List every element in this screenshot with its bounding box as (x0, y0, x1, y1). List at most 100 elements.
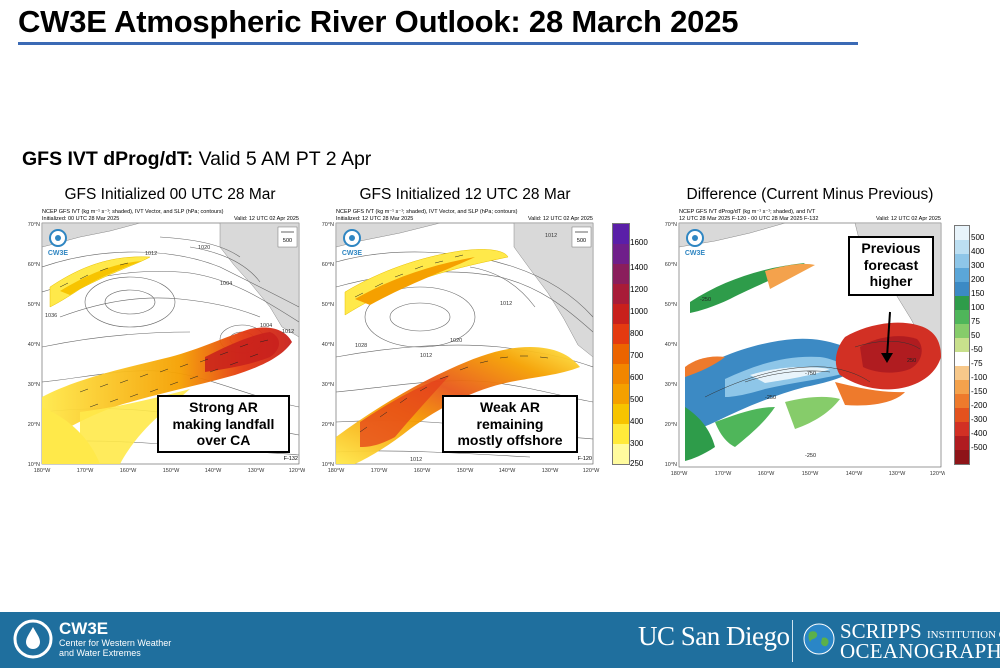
lat-label: 20°N (322, 422, 334, 428)
scripps-text: SCRIPPS (840, 619, 922, 643)
callout-line: Weak AR (480, 399, 540, 415)
lon-label: 120°W (289, 468, 305, 474)
panel-1-init: Initialized: 00 UTC 28 Mar 2025 (42, 216, 119, 222)
diff-colorbar (954, 225, 970, 465)
callout-line: forecast (863, 256, 919, 273)
slp-label: 1012 (410, 457, 422, 463)
lon-label: 130°W (248, 468, 265, 474)
colorbar-swatch (955, 436, 969, 450)
callout-line: higher (869, 273, 913, 289)
lon-label: 150°W (163, 468, 180, 474)
footer-scripps-line1: SCRIPPS INSTITUTION OF (840, 619, 1000, 644)
colorbar-swatch (955, 254, 969, 268)
lon-label: 170°W (77, 468, 94, 474)
lat-label: 10°N (28, 462, 40, 468)
colorbar-label: 150 (971, 289, 985, 298)
vector-reference: 500 (283, 238, 292, 244)
logo-text: CW3E (685, 250, 706, 257)
cw3e-logo-icon: CW3E (342, 229, 362, 257)
colorbar-swatch (955, 408, 969, 422)
colorbar-swatch (955, 226, 969, 240)
lon-label: 170°W (371, 468, 388, 474)
callout-strong-ar: Strong AR making landfall over CA (157, 395, 290, 453)
lon-label: 140°W (499, 468, 516, 474)
lat-label: 60°N (28, 262, 40, 268)
colorbar-label: -50 (971, 345, 983, 354)
ivt-colorbar (612, 223, 630, 465)
colorbar-swatch (955, 380, 969, 394)
colorbar-swatch (955, 338, 969, 352)
colorbar-label: -100 (971, 373, 988, 382)
lon-label: 160°W (120, 468, 137, 474)
callout-weak-ar: Weak AR remaining mostly offshore (442, 395, 578, 453)
colorbar-label: 300 (630, 439, 644, 448)
slp-label: 1012 (545, 233, 557, 239)
subtitle-bold: GFS IVT dProg/dT: (22, 148, 194, 170)
colorbar-label: -75 (971, 359, 983, 368)
diff-contour-label: -250 (700, 297, 711, 303)
footer-scripps-line2: OCEANOGRAPHY (840, 639, 1000, 663)
colorbar-label: 400 (971, 247, 985, 256)
callout-line: Strong AR (189, 399, 258, 415)
colorbar-label: 500 (630, 395, 644, 404)
lon-label: 170°W (715, 471, 732, 477)
colorbar-label: 100 (971, 303, 985, 312)
colorbar-swatch (613, 304, 629, 324)
colorbar-swatch (613, 384, 629, 404)
lon-label: 180°W (328, 468, 345, 474)
lon-label: 120°W (583, 468, 600, 474)
panel-3-title: Difference (Current Minus Previous) (686, 186, 934, 203)
panel-3-valid: Valid: 12 UTC 02 Apr 2025 (876, 216, 941, 222)
colorbar-swatch (613, 324, 629, 344)
lon-label: 150°W (457, 468, 474, 474)
ivt-colorbar-labels: 1600 1400 1200 1000 800 700 600 500 400 … (630, 223, 670, 468)
colorbar-label: 500 (971, 233, 985, 242)
colorbar-swatch (955, 352, 969, 366)
slp-label: 1036 (45, 313, 57, 319)
footer-cw3e-sub1: Center for Western Weather (59, 638, 172, 648)
colorbar-swatch (955, 310, 969, 324)
colorbar-swatch (955, 422, 969, 436)
lon-label: 120°W (930, 471, 945, 477)
colorbar-label: 1400 (630, 263, 648, 272)
colorbar-label: -500 (971, 443, 988, 452)
lat-label: 60°N (322, 262, 334, 268)
lon-label: 160°W (414, 468, 431, 474)
panel-1-title: GFS Initialized 00 UTC 28 Mar (64, 186, 276, 203)
slp-label: 1012 (282, 329, 294, 335)
colorbar-swatch (955, 394, 969, 408)
colorbar-swatch (955, 240, 969, 254)
colorbar-label: -150 (971, 387, 988, 396)
slp-label: 1020 (450, 338, 462, 344)
lon-label: 130°W (542, 468, 559, 474)
colorbar-swatch (613, 224, 629, 244)
colorbar-label: 1600 (630, 238, 648, 247)
panel-2-title: GFS Initialized 12 UTC 28 Mar (359, 186, 571, 203)
lat-label: 40°N (665, 342, 677, 348)
cw3e-footer-logo-icon (13, 619, 53, 659)
colorbar-swatch (955, 450, 969, 464)
slp-label: 1012 (420, 353, 432, 359)
cw3e-logo-icon: CW3E (48, 229, 68, 257)
panel-1-lead: F-132 (284, 456, 298, 462)
panel-3-init: 12 UTC 28 Mar 2025 F-120 - 00 UTC 28 Mar… (679, 216, 818, 222)
lat-label: 10°N (322, 462, 334, 468)
colorbar-label: 1000 (630, 307, 648, 316)
lat-label: 50°N (322, 302, 334, 308)
colorbar-label: -200 (971, 401, 988, 410)
lon-label: 180°W (34, 468, 51, 474)
colorbar-swatch (613, 344, 629, 364)
colorbar-swatch (613, 444, 629, 464)
scripps-small-text: INSTITUTION OF (926, 629, 1000, 641)
slp-label: 1004 (260, 323, 272, 329)
panel-2-init: Initialized: 12 UTC 28 Mar 2025 (336, 216, 413, 222)
colorbar-swatch (955, 324, 969, 338)
colorbar-swatch (613, 404, 629, 424)
lat-label: 50°N (665, 302, 677, 308)
lat-label: 40°N (322, 342, 334, 348)
lat-label: 40°N (28, 342, 40, 348)
lon-label: 150°W (802, 471, 819, 477)
lat-label: 70°N (28, 222, 40, 228)
colorbar-swatch (955, 268, 969, 282)
subtitle-rest: Valid 5 AM PT 2 Apr (193, 148, 372, 170)
